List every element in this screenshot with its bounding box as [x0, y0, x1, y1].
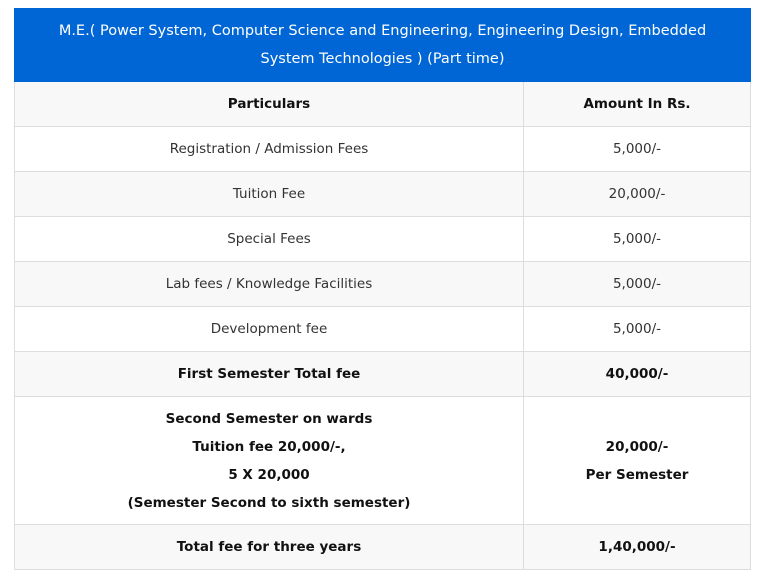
particulars-cell: Registration / Admission Fees	[14, 126, 524, 172]
amount-cell: 5,000/-	[523, 126, 751, 172]
second-semester-row: Second Semester on wards Tuition fee 20,…	[14, 396, 751, 525]
particulars-cell: Lab fees / Knowledge Facilities	[14, 261, 524, 307]
column-header-particulars: Particulars	[14, 81, 524, 127]
second-semester-particulars: Second Semester on wards Tuition fee 20,…	[14, 396, 524, 525]
table-title: M.E.( Power System, Computer Science and…	[14, 8, 751, 82]
column-header-row: Particulars Amount In Rs.	[14, 81, 751, 127]
amount-cell: 20,000/-	[523, 171, 751, 217]
second-semester-line: 5 X 20,000	[228, 466, 310, 483]
amount-cell: 40,000/-	[523, 351, 751, 397]
first-semester-total-row: First Semester Total fee 40,000/-	[14, 351, 751, 397]
particulars-cell: First Semester Total fee	[14, 351, 524, 397]
total-particulars: Total fee for three years	[14, 524, 524, 570]
table-title-row: M.E.( Power System, Computer Science and…	[14, 8, 751, 82]
second-semester-line: Second Semester on wards	[165, 410, 373, 427]
second-semester-amount: 20,000/- Per Semester	[523, 396, 751, 525]
total-row: Total fee for three years 1,40,000/-	[14, 524, 751, 570]
particulars-cell: Tuition Fee	[14, 171, 524, 217]
amount-cell: 5,000/-	[523, 306, 751, 352]
column-header-amount: Amount In Rs.	[523, 81, 751, 127]
table-row: Special Fees 5,000/-	[14, 216, 751, 262]
particulars-cell: Development fee	[14, 306, 524, 352]
amount-line: Per Semester	[585, 466, 689, 483]
amount-cell: 5,000/-	[523, 261, 751, 307]
table-row: Development fee 5,000/-	[14, 306, 751, 352]
amount-line: 20,000/-	[605, 438, 669, 455]
amount-cell: 5,000/-	[523, 216, 751, 262]
table-row: Lab fees / Knowledge Facilities 5,000/-	[14, 261, 751, 307]
second-semester-line: (Semester Second to sixth semester)	[127, 494, 411, 511]
total-amount: 1,40,000/-	[523, 524, 751, 570]
fee-table: M.E.( Power System, Computer Science and…	[14, 8, 751, 570]
second-semester-line: Tuition fee 20,000/-,	[192, 438, 346, 455]
table-row: Tuition Fee 20,000/-	[14, 171, 751, 217]
particulars-cell: Special Fees	[14, 216, 524, 262]
table-row: Registration / Admission Fees 5,000/-	[14, 126, 751, 172]
